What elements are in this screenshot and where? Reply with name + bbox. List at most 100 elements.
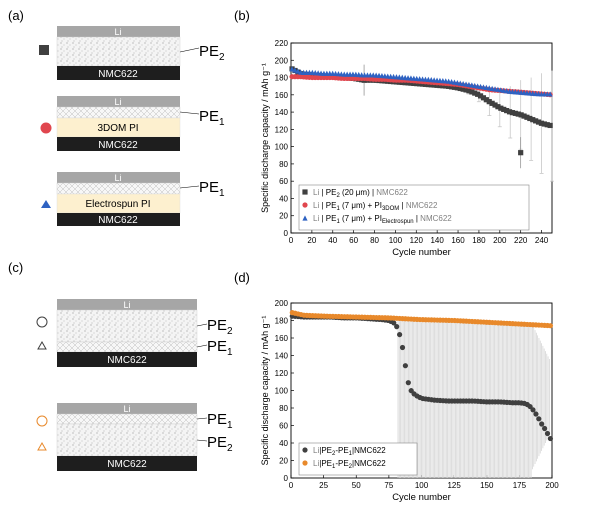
- y-tick-label: 20: [279, 457, 288, 466]
- data-point: [509, 110, 516, 116]
- x-tick-label: 25: [319, 481, 328, 490]
- li-layer: [57, 96, 180, 107]
- data-point: [477, 93, 484, 99]
- data-point: [451, 84, 458, 90]
- data-point: [495, 104, 501, 110]
- chart-d: (d) 0 25 50 75 100 125 150 175 200 0 20 40 60 80 100 12…: [234, 270, 559, 503]
- x-tick-label: 180: [472, 236, 486, 245]
- legend-marker-icon: [302, 202, 308, 208]
- pe1-callout: PE1: [207, 338, 233, 358]
- data-point: [446, 83, 452, 89]
- nmc-layer: [57, 352, 197, 367]
- data-point: [492, 102, 498, 108]
- li-layer: [57, 403, 197, 414]
- data-point: [457, 85, 463, 92]
- pe2-layer: [56, 309, 198, 343]
- x-tick-label: 75: [384, 481, 393, 490]
- data-point: [547, 122, 553, 129]
- y-tick-label: 200: [275, 299, 289, 308]
- x-tick-label: 175: [513, 481, 527, 490]
- x-tick-label: 240: [535, 236, 549, 245]
- data-point: [538, 120, 545, 126]
- y-tick-label: 80: [279, 160, 288, 169]
- data-point: [402, 363, 409, 369]
- legend-marker-icon: [302, 215, 308, 221]
- triangle-marker-icon: [41, 200, 51, 208]
- y-axis-label: Specific discharge capacity / mAh g⁻¹: [260, 63, 270, 213]
- y-tick-label: 20: [279, 212, 288, 221]
- y-tick-label: 180: [275, 74, 289, 83]
- pe1-layer: [56, 341, 198, 353]
- stack-a3: Li Electrospun PI NMC622 PE1: [41, 172, 225, 226]
- legend-entry: Li|PE1-PE2|NMC622: [313, 459, 386, 470]
- pe-layer: [56, 106, 181, 119]
- data-point: [533, 118, 539, 124]
- pe-callout: PE2: [199, 43, 225, 63]
- data-point: [460, 86, 466, 92]
- data-point: [480, 95, 487, 101]
- x-tick-label: 150: [480, 481, 494, 490]
- x-tick-label: 100: [389, 236, 403, 245]
- data-point: [295, 68, 301, 74]
- data-point: [472, 90, 478, 96]
- stack-a1: Li NMC622 PE2: [39, 26, 225, 80]
- legend-box: [298, 184, 530, 231]
- legend-marker-icon: [302, 460, 308, 466]
- data-point: [489, 100, 495, 106]
- y-tick-label: 60: [279, 422, 288, 431]
- x-tick-label: 60: [349, 236, 358, 245]
- data-point: [512, 110, 518, 116]
- open-triangle-marker-icon: [37, 340, 47, 350]
- y-tick-label: 40: [279, 194, 288, 203]
- y-tick-label: 120: [275, 125, 289, 134]
- li-label: Li: [114, 27, 121, 37]
- data-point: [530, 117, 536, 123]
- x-tick-label: 120: [410, 236, 424, 245]
- pe-layer: [56, 36, 181, 67]
- circle-marker-icon: [40, 122, 52, 134]
- data-point: [547, 323, 554, 329]
- data-point: [524, 114, 530, 120]
- panel-a-label: (a): [8, 8, 24, 23]
- open-circle-marker-icon: [36, 415, 48, 427]
- data-point: [469, 89, 475, 95]
- pe-callout: PE1: [199, 179, 225, 199]
- pe1-layer: [56, 413, 198, 425]
- x-tick-label: 160: [451, 236, 465, 245]
- data-point: [475, 91, 481, 97]
- li-layer: [57, 172, 180, 183]
- data-point: [289, 66, 295, 72]
- x-tick-label: 50: [352, 481, 361, 490]
- stack-a2: Li 3DOM PI NMC622 PE1: [40, 96, 225, 151]
- legend-marker-icon: [302, 447, 308, 453]
- x-tick-label: 100: [415, 481, 429, 490]
- legend-entry: Li | PE1 (7 μm) + PI3DOM | NMC622: [313, 201, 438, 212]
- data-point: [483, 97, 489, 103]
- x-tick-label: 40: [328, 236, 337, 245]
- y-tick-label: 100: [275, 387, 289, 396]
- nmc-layer: [57, 66, 180, 80]
- data-point: [527, 115, 533, 122]
- data-point: [454, 85, 460, 91]
- stack-c2: Li NMC622 PE1 PE2: [36, 403, 233, 471]
- y-tick-label: 80: [279, 404, 288, 413]
- data-point: [547, 435, 554, 442]
- data-point: [544, 122, 550, 128]
- pe-callout: PE1: [199, 108, 225, 128]
- data-point: [405, 380, 411, 386]
- data-point: [504, 108, 510, 114]
- chart-b: (b) 0 20 40 60 80 100 120 140 160 180 200 220 240 0 20…: [234, 8, 554, 258]
- data-point: [539, 421, 545, 427]
- x-tick-label: 20: [307, 236, 316, 245]
- data-point: [530, 407, 536, 413]
- data-point: [394, 324, 400, 330]
- pe-layer: [56, 182, 181, 195]
- y-tick-label: 140: [275, 108, 289, 117]
- legend-marker-icon: [302, 189, 308, 195]
- stack-c1: Li NMC622 PE2 PE1: [36, 299, 233, 367]
- y-tick-label: 220: [275, 39, 289, 48]
- panel-a: (a) Li NMC622 PE2 Li 3DOM PI NMC622 PE1: [8, 8, 225, 226]
- pe2-layer: [56, 423, 198, 457]
- y-tick-label: 180: [275, 317, 289, 326]
